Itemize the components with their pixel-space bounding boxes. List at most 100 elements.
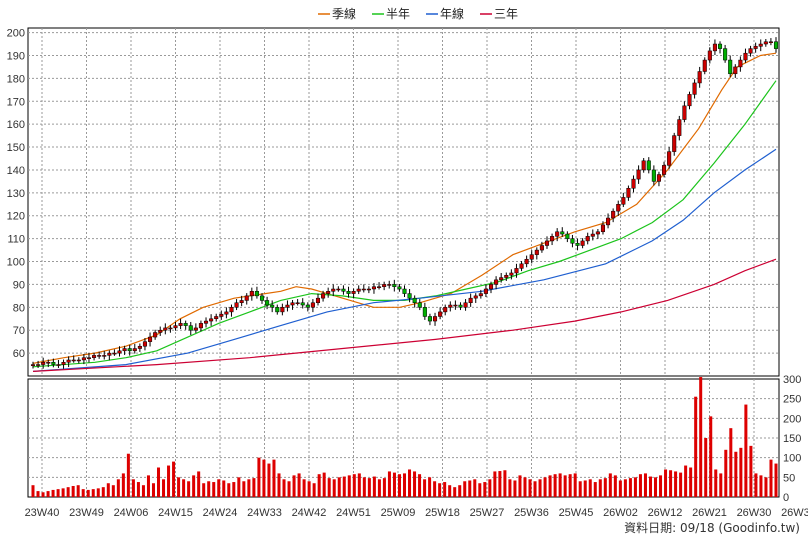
candle-body	[529, 254, 534, 260]
volume-bar	[141, 485, 145, 497]
volume-bar	[488, 479, 492, 497]
volume-bar	[101, 487, 105, 497]
candle-body	[122, 348, 127, 352]
volume-bar	[397, 474, 401, 497]
candle-body	[76, 359, 81, 362]
candle-body	[310, 302, 315, 308]
candle-body	[651, 169, 656, 182]
volume-bar	[96, 488, 100, 497]
candle-body	[682, 105, 687, 120]
volume-bar	[633, 477, 637, 497]
candle-body	[565, 233, 570, 239]
volume-bar	[157, 467, 161, 497]
volume-bar	[182, 479, 186, 497]
volume-bar	[628, 478, 632, 497]
volume-bar	[418, 474, 422, 497]
candle-body	[295, 302, 300, 304]
volume-bar	[91, 489, 95, 497]
x-tick-label: 26W30	[737, 507, 772, 519]
candle-body	[71, 359, 76, 362]
volume-bar	[162, 479, 166, 497]
candle-body	[158, 329, 163, 333]
volume-bar	[573, 473, 577, 497]
volume-bar	[402, 473, 407, 497]
candle-body	[377, 286, 382, 288]
volume-bar	[46, 491, 50, 497]
volume-bar	[548, 475, 552, 497]
candle-body	[519, 263, 524, 269]
volume-bar	[66, 487, 70, 497]
candle-body	[137, 345, 142, 349]
candle-body	[514, 268, 519, 274]
candle-body	[280, 307, 285, 313]
volume-bar	[543, 477, 547, 497]
volume-bar	[262, 459, 266, 497]
ma-line-ma_3y	[32, 258, 777, 372]
volume-axis-ticks: 0 50 100 150 200 250 300	[783, 374, 801, 504]
x-tick-label: 25W45	[559, 507, 594, 519]
volume-bar	[382, 478, 386, 497]
candle-body	[326, 291, 331, 294]
volume-bar	[317, 474, 321, 497]
candle-body	[600, 224, 606, 233]
volume-bar	[558, 473, 562, 497]
x-tick-label: 24W06	[114, 507, 149, 519]
candle-body	[214, 316, 219, 320]
candle-body	[219, 313, 224, 317]
legend-label: 年線	[440, 6, 464, 21]
x-tick-label: 23W40	[25, 507, 60, 519]
volume-bar	[212, 482, 216, 497]
volume-bar	[222, 480, 226, 497]
candle-body	[636, 169, 641, 180]
volume-bar	[307, 481, 311, 497]
candle-body	[387, 284, 392, 286]
volume-bar	[674, 471, 678, 497]
candle-body	[590, 233, 595, 237]
volume-bar	[237, 477, 241, 497]
volume-bar	[257, 457, 261, 497]
volume-bar	[372, 476, 376, 497]
price-tick-label: 60	[13, 348, 25, 360]
x-tick-label: 25W18	[425, 507, 460, 519]
volume-bar	[116, 479, 120, 497]
candle-body	[692, 82, 697, 95]
candle-body	[397, 286, 402, 290]
candle-body	[575, 242, 580, 246]
volume-bar	[106, 483, 110, 497]
volume-bar	[187, 481, 191, 497]
volume-bar	[267, 463, 271, 497]
volume-bar	[613, 475, 617, 497]
source-label: 資料日期: 09/18 (Goodinfo.tw)	[624, 521, 800, 535]
volume-bar	[468, 480, 472, 497]
moving-average-lines	[32, 52, 777, 372]
x-tick-label: 26W38	[781, 507, 808, 519]
volume-bar	[357, 473, 361, 497]
candle-body	[717, 43, 723, 49]
volume-bar	[518, 475, 522, 497]
volume-bar	[387, 471, 391, 497]
candle-body	[468, 297, 473, 303]
volume-bar	[202, 483, 206, 497]
candle-body	[417, 302, 422, 308]
candle-body	[483, 288, 488, 294]
candle-body	[697, 71, 702, 84]
volume-bar	[177, 477, 181, 497]
volume-bar	[724, 449, 728, 497]
volume-bar	[503, 470, 507, 497]
volume-bar	[528, 479, 532, 497]
volume-bars	[31, 377, 778, 497]
ma-line-ma_q	[32, 52, 777, 364]
candle-body	[763, 41, 768, 45]
candle-body	[275, 307, 280, 313]
candle-body	[366, 288, 371, 291]
candle-body	[336, 288, 341, 291]
price-tick-label: 110	[7, 234, 25, 246]
volume-bar	[217, 479, 221, 497]
volume-bar	[197, 471, 201, 497]
volume-bar	[423, 479, 427, 497]
volume-bar	[689, 467, 693, 497]
x-tick-label: 25W36	[514, 507, 549, 519]
candle-body	[412, 297, 417, 303]
volume-bar	[227, 483, 231, 497]
candle-body	[86, 357, 92, 359]
